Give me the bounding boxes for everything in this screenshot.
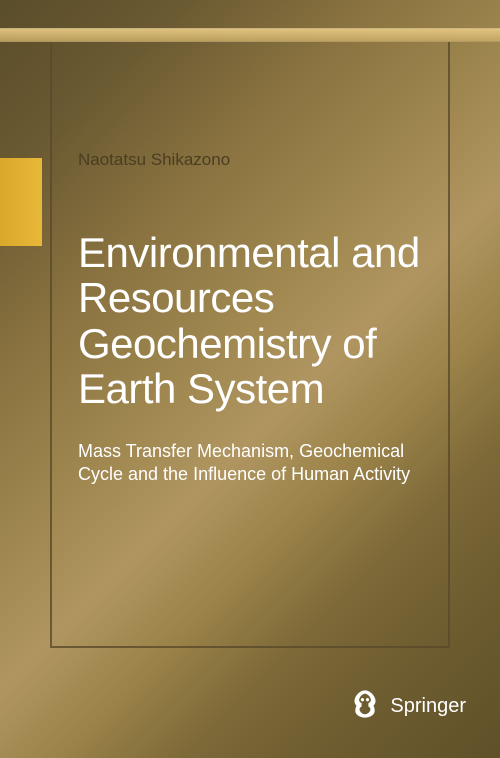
publisher-block: Springer bbox=[348, 687, 466, 726]
book-subtitle: Mass Transfer Mechanism, Geochemical Cyc… bbox=[78, 440, 430, 485]
springer-horse-icon bbox=[348, 687, 382, 726]
top-accent-bar bbox=[0, 28, 500, 42]
author-name: Naotatsu Shikazono bbox=[78, 150, 230, 170]
book-title: Environmental and Resources Geochemistry… bbox=[78, 230, 440, 411]
publisher-name: Springer bbox=[390, 695, 466, 718]
book-cover: Naotatsu Shikazono Environmental and Res… bbox=[0, 0, 500, 758]
yellow-side-tab bbox=[0, 158, 42, 246]
